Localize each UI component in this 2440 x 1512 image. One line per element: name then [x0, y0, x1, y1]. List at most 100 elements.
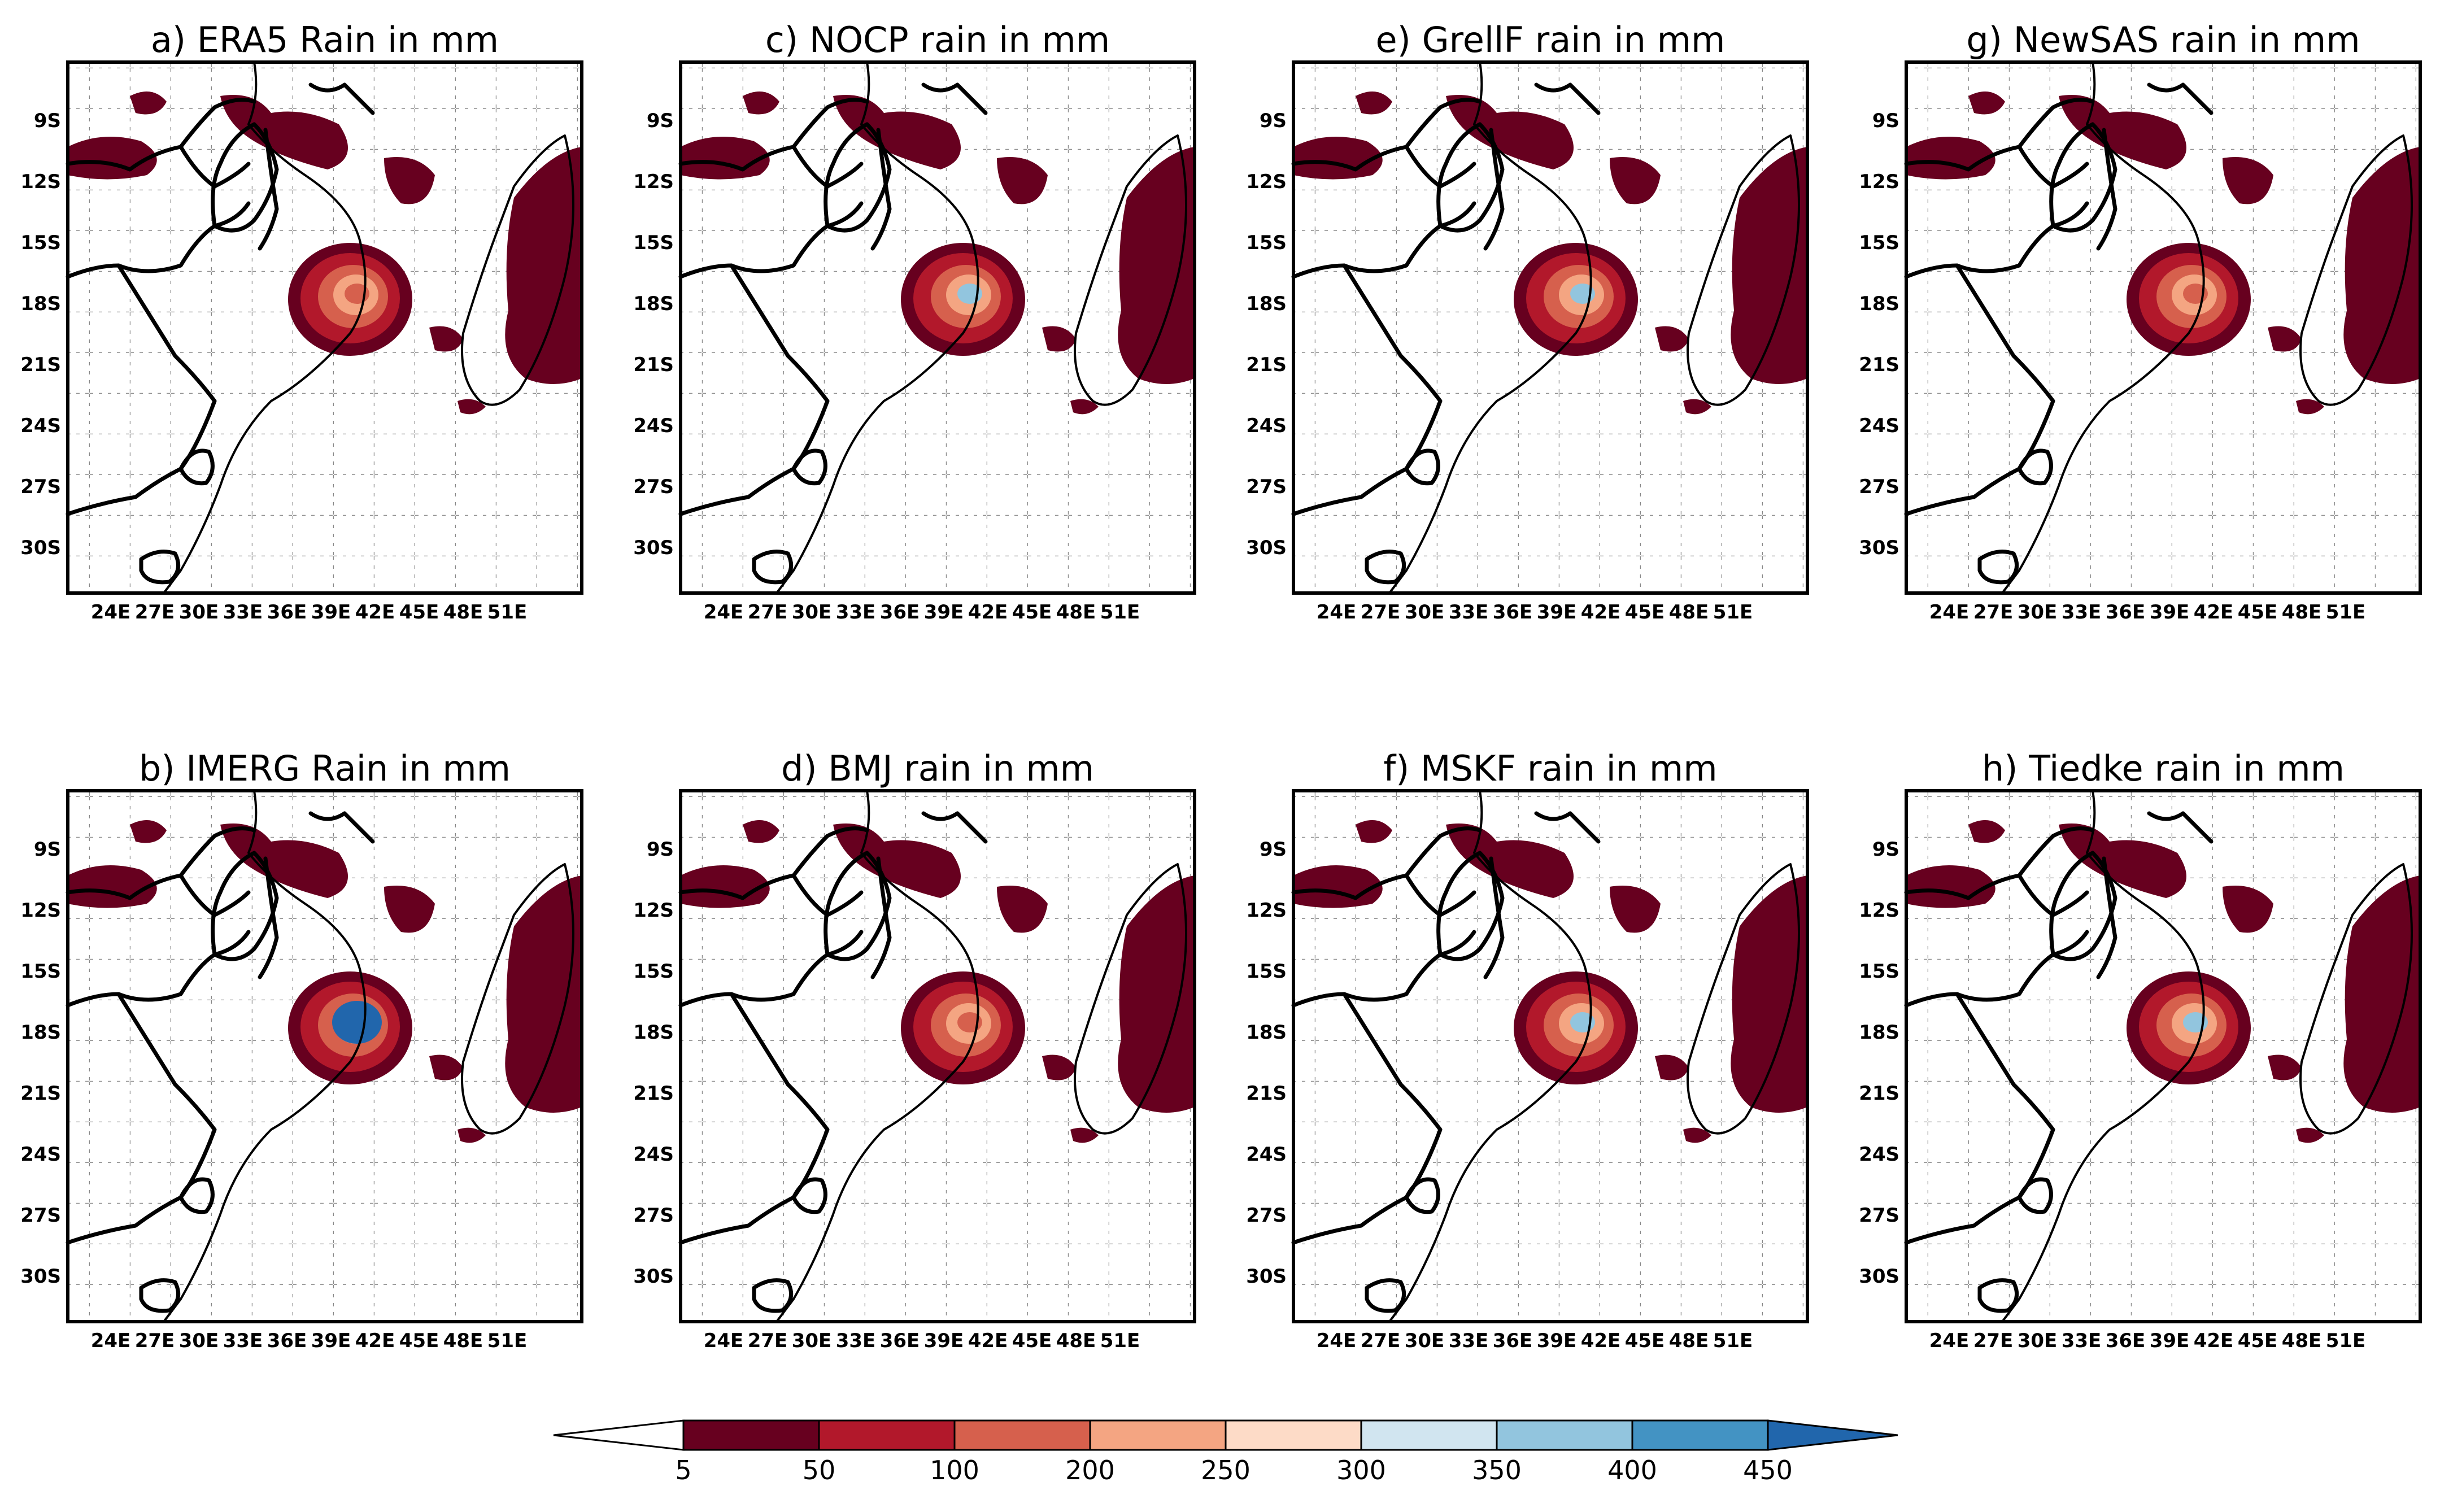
lat-tick-label: 18S: [1859, 293, 1899, 315]
panel-title: g) NewSAS rain in mm: [1966, 19, 2360, 60]
lat-tick-label: 24S: [1859, 415, 1899, 437]
lon-tick-label: 24E: [1929, 601, 1970, 624]
colorbar-label: 450: [1743, 1455, 1793, 1485]
lat-tick-label: 27S: [633, 1204, 674, 1227]
rain-patches: [68, 820, 582, 1143]
lon-tick-label: 42E: [1581, 601, 1621, 624]
lon-tick-label: 42E: [968, 601, 1008, 624]
cyclone-rain: [288, 243, 412, 356]
lon-tick-label: 36E: [2106, 1330, 2146, 1352]
panel-title: d) BMJ rain in mm: [781, 748, 1094, 789]
colorbar-label: 5: [675, 1455, 691, 1485]
lat-tick-label: 24S: [1246, 415, 1287, 437]
lon-tick-label: 51E: [1100, 1330, 1140, 1352]
lat-tick-label: 15S: [1859, 232, 1899, 254]
colorbar-label: 100: [930, 1455, 979, 1485]
lon-tick-label: 48E: [1669, 1330, 1709, 1352]
lat-tick-label: 21S: [1246, 354, 1287, 376]
lon-tick-label: 39E: [924, 601, 964, 624]
lat-tick-label: 30S: [1859, 537, 1899, 559]
panel-e: e) GrellF rain in mm: [1246, 19, 1809, 624]
lon-tick-label: 36E: [880, 601, 920, 624]
panel-title: h) Tiedke rain in mm: [1982, 748, 2345, 789]
lat-tick-label: 30S: [633, 537, 674, 559]
lon-tick-label: 36E: [880, 1330, 920, 1352]
lon-tick-label: 48E: [1669, 601, 1709, 624]
lon-tick-label: 33E: [836, 1330, 876, 1352]
lon-tick-label: 45E: [1012, 601, 1052, 624]
lon-tick-label: 24E: [704, 1330, 744, 1352]
lat-tick-label: 9S: [1872, 838, 1899, 861]
lat-tick-label: 24S: [1859, 1143, 1899, 1166]
panel-g: g) NewSAS rain in mm: [1859, 19, 2422, 624]
colorbar-segment: [1631, 1419, 1769, 1451]
lon-tick-label: 27E: [1973, 601, 2014, 624]
lon-tick-label: 24E: [1317, 1330, 1357, 1352]
lon-tick-label: 45E: [399, 601, 439, 624]
lon-tick-label: 33E: [223, 1330, 263, 1352]
colorbar-label: 50: [803, 1455, 836, 1485]
colorbar-over-arrow: [1767, 1419, 1898, 1451]
colorbar-segment: [953, 1419, 1091, 1451]
lon-tick-label: 30E: [1405, 1330, 1445, 1352]
lon-tick-label: 30E: [1405, 601, 1445, 624]
panel-c: c) NOCP rain in mm: [633, 19, 1196, 624]
lat-tick-label: 21S: [1246, 1082, 1287, 1105]
panel-title: b) IMERG Rain in mm: [139, 748, 511, 789]
lon-tick-label: 51E: [1713, 1330, 1753, 1352]
lon-tick-label: 48E: [1056, 1330, 1096, 1352]
lon-tick-label: 39E: [311, 601, 351, 624]
lon-tick-label: 48E: [443, 601, 483, 624]
lon-tick-label: 51E: [2326, 601, 2366, 624]
lon-tick-label: 30E: [179, 601, 219, 624]
lon-tick-label: 39E: [311, 1330, 351, 1352]
cyclone-rain: [901, 243, 1025, 356]
cyclone-rain: [2127, 971, 2251, 1084]
colorbar-label: 200: [1065, 1455, 1115, 1485]
colorbar-label: 300: [1336, 1455, 1386, 1485]
lon-tick-label: 36E: [267, 601, 307, 624]
lon-tick-label: 51E: [2326, 1330, 2366, 1352]
lon-tick-label: 51E: [1100, 601, 1140, 624]
lon-tick-label: 30E: [2018, 601, 2058, 624]
lat-tick-label: 24S: [633, 1143, 674, 1166]
lat-tick-label: 27S: [1246, 1204, 1287, 1227]
cyclone-rain: [288, 971, 412, 1084]
lat-tick-label: 12S: [633, 171, 674, 193]
lat-tick-label: 21S: [1859, 1082, 1899, 1105]
lat-tick-label: 15S: [633, 960, 674, 983]
lon-tick-label: 51E: [1713, 601, 1753, 624]
cyclone-rain: [1514, 971, 1638, 1084]
panel-f: f) MSKF rain in mm: [1246, 748, 1809, 1352]
lat-tick-label: 24S: [633, 415, 674, 437]
cyclone-rain: [901, 971, 1025, 1084]
cyclone-rain: [2127, 243, 2251, 356]
lon-tick-label: 48E: [2282, 601, 2322, 624]
colorbar-label: 250: [1201, 1455, 1250, 1485]
lon-tick-label: 42E: [355, 1330, 395, 1352]
lat-tick-label: 21S: [633, 354, 674, 376]
colorbar: 5 50 100 200 250 300 350 400 450: [553, 1419, 1898, 1485]
lon-tick-label: 36E: [2106, 601, 2146, 624]
panel-title: a) ERA5 Rain in mm: [151, 19, 499, 60]
lon-tick-label: 39E: [1537, 1330, 1577, 1352]
colorbar-segment: [818, 1419, 956, 1451]
panel-title: f) MSKF rain in mm: [1383, 748, 1717, 789]
lon-tick-label: 27E: [1361, 1330, 1401, 1352]
colorbar-segment: [1225, 1419, 1362, 1451]
lon-tick-label: 30E: [179, 1330, 219, 1352]
lon-tick-label: 33E: [1449, 601, 1489, 624]
colorbar-label: 350: [1472, 1455, 1522, 1485]
lon-tick-label: 27E: [1973, 1330, 2014, 1352]
lat-tick-label: 30S: [633, 1265, 674, 1288]
lat-tick-label: 9S: [34, 838, 61, 861]
lat-tick-label: 27S: [1859, 476, 1899, 498]
lat-tick-label: 21S: [1859, 354, 1899, 376]
lon-tick-label: 36E: [1493, 1330, 1533, 1352]
lat-tick-label: 24S: [1246, 1143, 1287, 1166]
lon-tick-label: 42E: [1581, 1330, 1621, 1352]
lat-tick-label: 9S: [1260, 110, 1287, 132]
lat-tick-label: 18S: [1246, 293, 1287, 315]
lat-tick-label: 24S: [20, 1143, 61, 1166]
lat-tick-label: 24S: [20, 415, 61, 437]
